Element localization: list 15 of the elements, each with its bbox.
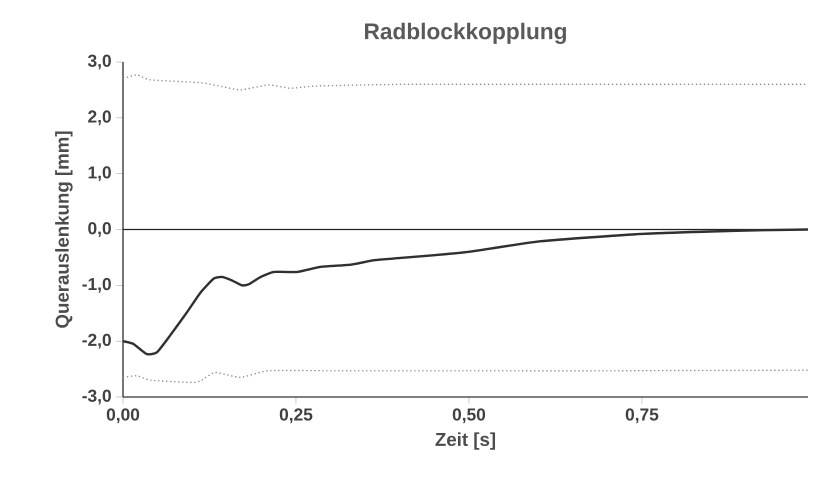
y-tick-label: 1,0 [88, 166, 111, 182]
chart-title: Radblockkopplung [365, 22, 566, 44]
x-axis-title: Zeit [s] [435, 432, 496, 450]
y-tick-label: 2,0 [88, 110, 111, 126]
x-tick-label: 0,00 [106, 408, 140, 424]
x-tick-label: 0,75 [626, 408, 658, 424]
y-tick-label: -2,0 [82, 334, 111, 349]
x-tick-label: 0,25 [280, 408, 312, 424]
y-tick-label: 0,0 [88, 222, 111, 237]
y-tick-label: -1,0 [82, 278, 111, 293]
line-series [122, 370, 809, 384]
y-tick-label: -3,0 [82, 390, 111, 404]
x-tick-label: 0,50 [452, 408, 486, 424]
y-tick-label: 3,0 [88, 54, 111, 70]
y-axis-title: Querauslenkung [mm] [55, 132, 73, 328]
